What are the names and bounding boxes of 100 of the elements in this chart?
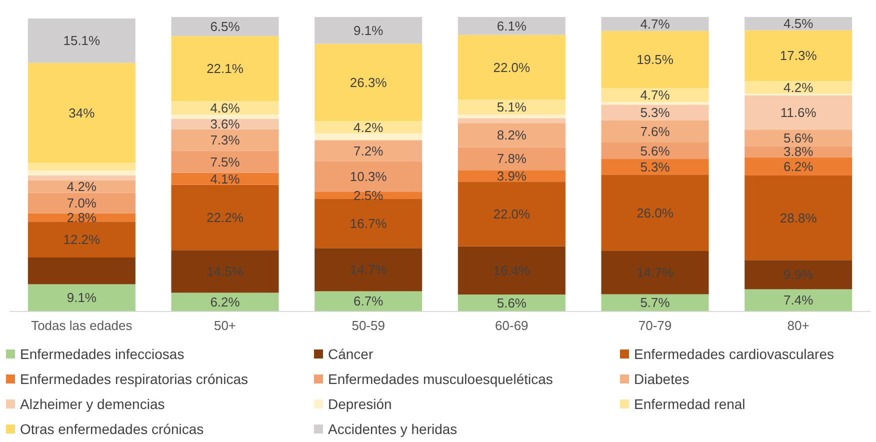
legend-label: Enfermedades infecciosas [20, 346, 184, 362]
data-label: 4.7% [640, 16, 670, 32]
legend-label: Accidentes y heridas [328, 421, 458, 437]
data-label: 16.4% [493, 262, 531, 278]
legend-label: Alzheimer y demencias [20, 396, 165, 412]
data-label: 19.5% [636, 52, 674, 67]
bar [744, 175, 852, 260]
bar [314, 291, 422, 311]
data-label: 5.6% [496, 295, 527, 310]
data-label: 22.1% [206, 61, 244, 76]
data-label: 26.3% [350, 74, 388, 90]
data-label: 22.0% [493, 206, 531, 222]
data-label: 4.2% [66, 179, 97, 194]
bar [28, 192, 136, 214]
bar [744, 157, 852, 176]
bar [744, 30, 852, 82]
data-label: 4.7% [640, 88, 670, 103]
data-label: 16.7% [350, 216, 388, 232]
bar [314, 44, 422, 122]
bar [171, 172, 279, 185]
x-tick-label: 50-59 [352, 318, 385, 333]
bar [744, 130, 852, 146]
x-tick-label: 70-79 [638, 318, 672, 333]
data-label: 6.2% [210, 294, 240, 310]
bar [28, 62, 136, 163]
data-label: 6.1% [496, 18, 527, 34]
data-label: 8.2% [496, 128, 527, 143]
bar [28, 284, 136, 311]
data-label: 7.4% [784, 292, 814, 308]
data-label: 15.1% [63, 33, 101, 48]
bar [314, 140, 422, 162]
data-label: 7.0% [66, 196, 97, 211]
bar [28, 18, 136, 63]
legend-label: Cáncer [328, 346, 374, 362]
bar [601, 294, 709, 311]
legend-label: Enfermedad renal [634, 396, 746, 412]
bar [601, 88, 709, 102]
data-label: 4.6% [210, 100, 240, 116]
legend-label: Enfermedades respiratorias crónicas [20, 371, 248, 387]
data-label: 5.6% [640, 143, 670, 158]
data-label: 5.3% [640, 104, 670, 120]
bar [601, 159, 709, 175]
legend-label: Diabetes [634, 371, 690, 387]
x-tick-label: 80+ [787, 318, 810, 333]
legend-label: Otras enfermedades crónicas [20, 421, 204, 437]
bar [744, 96, 852, 130]
bar [458, 118, 566, 124]
data-label: 11.6% [780, 105, 817, 120]
data-label: 2.5% [354, 188, 384, 203]
data-label: 5.6% [784, 130, 814, 146]
bar [601, 102, 709, 105]
bar [744, 260, 852, 290]
bar [314, 192, 422, 199]
bar [458, 114, 566, 118]
data-label: 14.7% [350, 262, 388, 278]
bar [601, 120, 709, 143]
bar [171, 129, 279, 151]
data-label: 7.3% [210, 132, 240, 148]
x-tick-label: Todas las edades [31, 318, 133, 333]
bar [314, 17, 422, 44]
bar [601, 251, 709, 294]
data-label: 9.9% [784, 267, 814, 282]
bar [744, 81, 852, 94]
bar [171, 118, 279, 130]
data-label: 3.6% [210, 116, 240, 132]
data-label: 9.1% [66, 290, 97, 306]
data-label: 4.2% [784, 80, 814, 95]
bar [28, 162, 136, 170]
data-label: 2.8% [66, 210, 97, 226]
data-label: 5.7% [640, 295, 670, 310]
data-label: 4.5% [784, 16, 814, 32]
legend-label: Depresión [328, 396, 392, 412]
data-label: 14.5% [206, 264, 244, 279]
bar [314, 133, 422, 140]
data-label: 3.8% [784, 144, 814, 160]
legend-label: Enfermedades musculoesqueléticas [328, 371, 553, 387]
x-tick-label: 60-69 [495, 318, 528, 333]
bar [458, 100, 566, 115]
bar [601, 174, 709, 252]
bar [601, 30, 709, 88]
bar [28, 222, 136, 258]
bar [744, 17, 852, 30]
data-label: 4.2% [354, 120, 384, 135]
data-label: 22.2% [206, 210, 244, 226]
bar [171, 292, 279, 311]
bar [28, 257, 136, 284]
data-label: 10.3% [350, 168, 388, 184]
data-label: 6.5% [210, 19, 240, 34]
bar [171, 250, 279, 293]
bar [314, 198, 422, 248]
data-label: 26.0% [636, 205, 674, 220]
bar [458, 294, 566, 311]
data-label: 22.0% [493, 60, 531, 75]
bar [28, 175, 136, 180]
data-label: 14.7% [636, 265, 674, 280]
bar [171, 36, 279, 102]
bar [458, 246, 566, 295]
data-label: 6.2% [784, 158, 814, 174]
bar [314, 121, 422, 134]
bar [171, 150, 279, 173]
